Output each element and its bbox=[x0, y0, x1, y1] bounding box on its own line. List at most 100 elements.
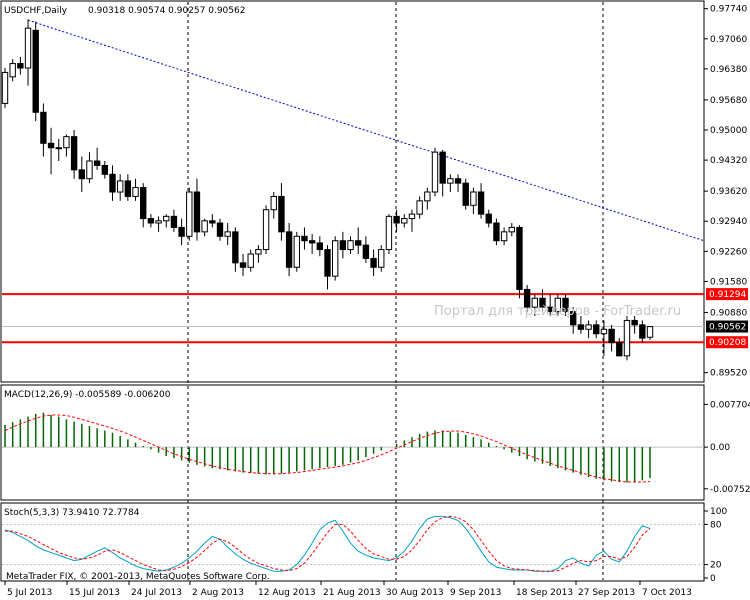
last-price-label: 0.90562 bbox=[709, 323, 746, 333]
chart-title: USDCHF,Daily bbox=[4, 6, 68, 16]
candle-body bbox=[331, 240, 339, 277]
candle-body bbox=[193, 191, 201, 233]
level-price-tag bbox=[706, 336, 748, 349]
price-tick-label: 0.95680 bbox=[710, 96, 747, 106]
candle-body bbox=[70, 136, 78, 171]
candle-body bbox=[339, 240, 347, 251]
candle-body bbox=[462, 182, 469, 206]
macd-axis: 0.007704 0.00 -0.007521 bbox=[704, 400, 750, 495]
ohlc-header: 0.90318 0.90574 0.90257 0.90562 bbox=[88, 6, 245, 16]
time-tick-label: 18 Sep 2013 bbox=[516, 588, 573, 598]
candle-body bbox=[55, 147, 62, 150]
candle-body bbox=[639, 324, 646, 339]
candle-body bbox=[316, 242, 324, 251]
candle-body bbox=[631, 319, 638, 326]
candle-body bbox=[170, 215, 178, 228]
candle-body bbox=[86, 160, 93, 180]
candle-body bbox=[385, 215, 393, 251]
time-tick-label: 2 Aug 2013 bbox=[192, 588, 244, 598]
candle-body bbox=[293, 235, 300, 268]
candle-body bbox=[416, 200, 423, 215]
candle-body bbox=[454, 178, 462, 184]
time-tick-label: 30 Aug 2013 bbox=[386, 588, 444, 598]
price-axis: 0.97740 0.97060 0.96380 0.95680 0.95000 0.943… bbox=[704, 5, 747, 379]
time-tick-label: 5 Jul 2013 bbox=[7, 588, 52, 598]
candle-body bbox=[239, 262, 247, 268]
candle-body bbox=[255, 249, 262, 255]
candle-body bbox=[9, 63, 16, 78]
candle-body bbox=[546, 306, 554, 313]
candle-body bbox=[109, 173, 116, 193]
stochastic-axis: 100 80 20 0 bbox=[704, 507, 727, 584]
stochastic-lines bbox=[4, 515, 651, 572]
candle-body bbox=[78, 169, 85, 180]
candle-body bbox=[424, 191, 431, 202]
candle-body bbox=[439, 151, 446, 184]
price-tick-label: 0.95000 bbox=[710, 126, 747, 136]
candle-body bbox=[593, 324, 600, 335]
macd-tick-label: 0.00 bbox=[710, 443, 730, 453]
price-tick-label: 0.97740 bbox=[710, 5, 747, 15]
candle-body bbox=[623, 319, 631, 357]
candle-body bbox=[562, 297, 569, 313]
stochastic-levels bbox=[2, 523, 704, 566]
price-tick-label: 0.89520 bbox=[710, 369, 747, 379]
price-tick-label: 0.96380 bbox=[710, 65, 747, 75]
candle-body bbox=[278, 195, 285, 233]
candle-body bbox=[132, 187, 139, 197]
candle-body bbox=[616, 342, 623, 357]
candle-body bbox=[32, 29, 39, 113]
macd-tick-label: 0.007704 bbox=[710, 400, 750, 410]
candle-body bbox=[347, 240, 354, 251]
trendline-segment bbox=[27, 19, 705, 242]
watermark: Портал для трейдеров - ForTrader.ru bbox=[434, 304, 681, 319]
trendline[interactable] bbox=[27, 19, 705, 242]
price-tick-label: 0.97060 bbox=[710, 35, 747, 45]
candle-body bbox=[500, 231, 508, 242]
level-price-label: 0.90208 bbox=[709, 338, 746, 348]
macd-signal-line bbox=[4, 414, 651, 483]
candle-body bbox=[408, 213, 416, 220]
candle-body bbox=[539, 297, 546, 308]
candle-body bbox=[270, 195, 277, 211]
price-tick-label: 0.91580 bbox=[710, 277, 747, 287]
candle-body bbox=[155, 220, 162, 224]
candle-body bbox=[247, 253, 254, 268]
time-axis: 5 Jul 2013 15 Jul 2013 24 Jul 2013 2 Aug 20… bbox=[4, 581, 692, 598]
candle-body bbox=[570, 311, 577, 326]
candle-body bbox=[355, 240, 362, 246]
candle-body bbox=[124, 180, 132, 197]
stochastic-tick-label: 100 bbox=[710, 507, 727, 517]
time-tick-label: 21 Aug 2013 bbox=[323, 588, 381, 598]
price-tick-label: 0.92940 bbox=[710, 217, 747, 227]
candle-body bbox=[47, 142, 55, 149]
candle-body bbox=[485, 213, 492, 224]
candle-body bbox=[101, 164, 109, 175]
price-tick-label: 0.92260 bbox=[710, 247, 747, 257]
candle-body bbox=[554, 297, 562, 313]
stochastic-tick-label: 0 bbox=[710, 574, 716, 584]
candle-body bbox=[600, 328, 608, 335]
stochastic-title: Stoch(5,3,3) 73.9410 72.7784 bbox=[4, 508, 140, 518]
stochastic-panel[interactable] bbox=[0, 502, 705, 582]
candle-body bbox=[232, 231, 239, 264]
copyright: MetaTrader FIX, © 2001-2013, MetaQuotes … bbox=[6, 572, 270, 582]
candle-body bbox=[17, 63, 24, 69]
candle-body bbox=[523, 288, 531, 308]
candle-body bbox=[140, 187, 147, 220]
candle-body bbox=[324, 249, 331, 277]
stochastic-tick-label: 80 bbox=[710, 520, 722, 530]
candle-body bbox=[201, 220, 208, 233]
candle-body bbox=[308, 240, 316, 244]
candle-body bbox=[24, 27, 32, 69]
price-tick-label: 0.93620 bbox=[710, 187, 747, 197]
candle-body bbox=[608, 328, 615, 344]
candle-body bbox=[186, 191, 193, 237]
candle-body bbox=[470, 191, 477, 206]
macd-histogram bbox=[4, 412, 651, 483]
candle-body bbox=[477, 191, 485, 215]
candle-body bbox=[362, 244, 370, 259]
macd-panel[interactable] bbox=[0, 384, 705, 501]
time-tick-label: 15 Jul 2013 bbox=[69, 588, 120, 598]
